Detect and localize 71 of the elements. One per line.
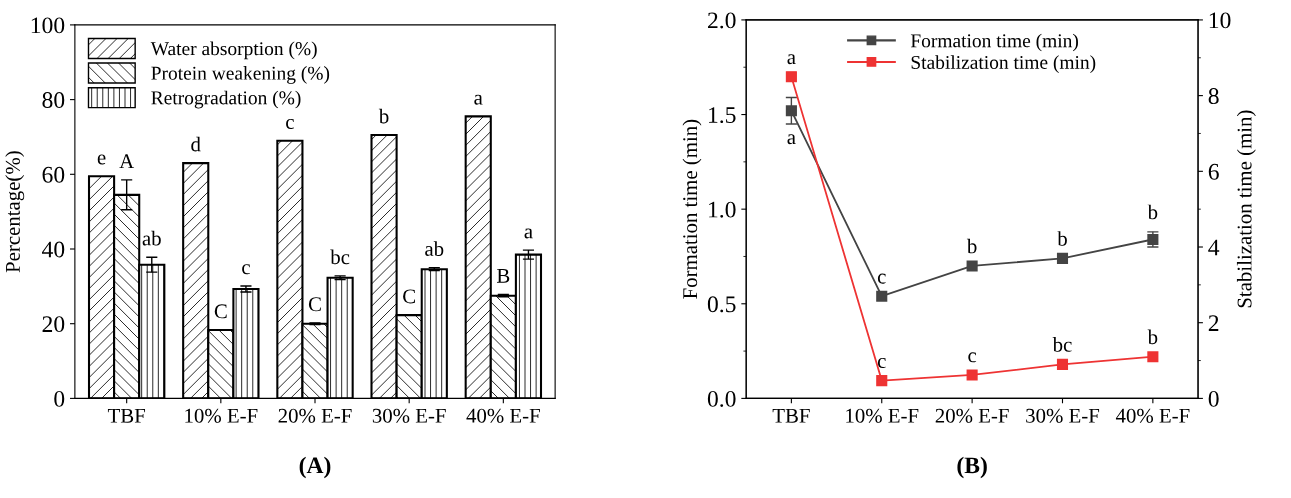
- y2-tick-label: 4: [1208, 239, 1220, 256]
- text: (B): [957, 456, 987, 479]
- data-label: b: [966, 238, 977, 254]
- data-label: d: [191, 136, 201, 152]
- point: [876, 290, 888, 302]
- data-label: c: [877, 273, 886, 284]
- data-label: a: [787, 134, 796, 145]
- data-label: A: [119, 154, 135, 168]
- data-label: a: [524, 228, 533, 239]
- y2-tick-label: 6: [1208, 163, 1219, 180]
- y-tick-label: 2.0: [708, 12, 736, 29]
- point: [876, 375, 888, 387]
- text: (A): [299, 456, 331, 479]
- y-tick-label: 0.5: [707, 296, 736, 313]
- y-tick-label: 0.0: [707, 390, 736, 407]
- x-tick-label: TBF: [772, 408, 810, 423]
- x-tick-label: 10% E-F: [846, 408, 919, 423]
- y2-tick-label: 2: [1208, 315, 1219, 331]
- data-label: C: [403, 289, 415, 304]
- data-label: bc: [1052, 337, 1072, 352]
- y-tick-label: 0: [54, 390, 65, 407]
- legend-label: Water absorption (%): [150, 41, 317, 60]
- point: [785, 71, 797, 83]
- data-label: c: [286, 118, 294, 129]
- y-tick-label: 20: [42, 316, 65, 333]
- data-label: b: [378, 108, 389, 124]
- y2-tick-label: 10: [1209, 12, 1231, 29]
- data-label: c: [877, 358, 886, 369]
- legend-label: Retrogradation (%): [151, 90, 301, 109]
- data-label: B: [496, 269, 510, 283]
- y-tick-label: 1.5: [709, 107, 736, 124]
- data-label: e: [97, 154, 106, 165]
- x-tick-label: 30% E-F: [372, 408, 446, 423]
- data-label: a: [787, 54, 796, 65]
- y-tick-label: 60: [42, 166, 65, 183]
- data-label: ab: [425, 241, 444, 256]
- data-label: a: [474, 94, 483, 105]
- data-label: C: [308, 297, 321, 312]
- data-label: c: [242, 264, 250, 275]
- y-tick-label: 40: [42, 241, 65, 258]
- data-label: C: [214, 304, 227, 319]
- x-tick-label: TBF: [107, 408, 146, 423]
- y-tick-label: 1.0: [709, 201, 736, 218]
- data-label: c: [968, 352, 977, 363]
- data-label: bc: [330, 249, 350, 265]
- data-label: b: [1147, 204, 1158, 220]
- legend-label: Stabilization time (min): [911, 55, 1096, 73]
- point: [1056, 358, 1069, 370]
- y-tick-label: 80: [42, 92, 65, 109]
- x-tick-label: 20% E-F: [278, 408, 352, 423]
- legend-label: Formation time (min): [910, 33, 1078, 52]
- point: [966, 369, 978, 381]
- y-axis-title: Percentage(%): [5, 151, 25, 273]
- point: [1147, 351, 1159, 363]
- data-label: b: [1147, 329, 1158, 345]
- data-label: b: [1057, 231, 1067, 246]
- x-tick-label: 40% E-F: [1115, 408, 1190, 423]
- y-axis-title: Formation time (min): [682, 119, 702, 299]
- y2-tick-label: 8: [1208, 88, 1219, 105]
- y2-tick-label: 0: [1208, 390, 1219, 407]
- x-tick-label: 20% E-F: [935, 408, 1009, 423]
- y-tick-label: 100: [31, 17, 65, 34]
- x-tick-label: 40% E-F: [466, 408, 540, 423]
- point: [1056, 252, 1069, 264]
- x-tick-label: 30% E-F: [1026, 408, 1100, 423]
- point: [966, 260, 978, 272]
- data-label: ab: [142, 230, 161, 246]
- point: [785, 105, 797, 117]
- x-tick-label: 10% E-F: [185, 408, 258, 423]
- y2-axis-title: Stabilization time (min): [1236, 110, 1256, 308]
- legend-label: Protein weakening (%): [151, 66, 330, 84]
